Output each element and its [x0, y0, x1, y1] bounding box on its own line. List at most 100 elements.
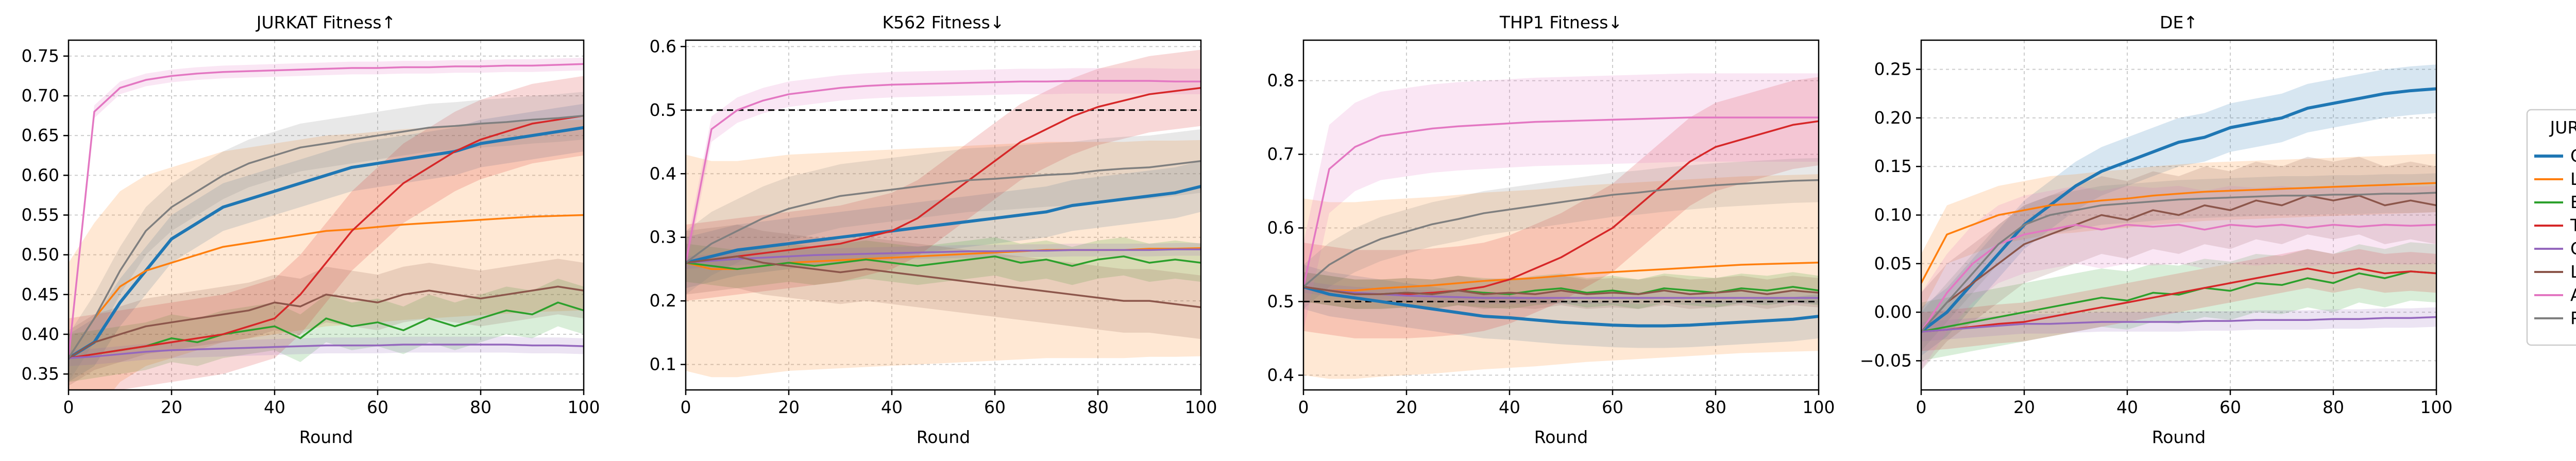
data-point-adalead: [93, 111, 95, 113]
data-point-pex: [1792, 180, 1794, 182]
data-point-adalead: [1637, 118, 1639, 120]
data-point-bo: [531, 313, 533, 315]
data-point-adalead: [2049, 229, 2051, 231]
data-point-adalead: [1483, 124, 1485, 126]
data-point-lag-ppo: [2229, 209, 2231, 211]
data-point-pex: [2281, 195, 2283, 197]
data-point-lag-ppo: [196, 317, 198, 319]
data-point-taco: [377, 206, 379, 208]
data-point-ours: [1534, 319, 1536, 321]
data-point-bo: [505, 310, 507, 312]
data-point-cma-es: [865, 253, 867, 255]
data-point-adalead: [1534, 121, 1536, 123]
data-point-taco: [119, 349, 121, 351]
data-point-cma-es: [93, 355, 95, 357]
data-point-ours: [736, 249, 738, 251]
data-point-taco: [2281, 272, 2283, 275]
data-point-cma-es: [1534, 297, 1536, 299]
data-point-bo: [1045, 259, 1047, 261]
data-point-ours: [1715, 322, 1717, 325]
data-point-cma-es: [377, 345, 379, 347]
data-point-adalead: [2281, 224, 2283, 226]
data-point-adalead: [2075, 224, 2077, 226]
data-point-taco: [1534, 267, 1536, 269]
data-point-cma-es: [1972, 327, 1974, 329]
data-point-cma-es: [736, 258, 738, 260]
data-point-log-barrier: [891, 257, 893, 259]
data-point-taco: [1586, 242, 1588, 244]
data-point-taco: [762, 252, 764, 254]
data-point-pex: [2229, 197, 2231, 199]
data-point-log-barrier: [1354, 289, 1356, 292]
data-point-cma-es: [480, 344, 482, 346]
legend-label-ours: Ours: [2570, 146, 2576, 166]
data-point-pex: [1483, 212, 1485, 214]
data-point-ours: [994, 217, 996, 219]
data-point-adalead: [2307, 227, 2309, 229]
data-point-pex: [1123, 167, 1125, 169]
data-point-cma-es: [1097, 249, 1099, 251]
data-point-pex: [557, 117, 559, 119]
data-point-taco: [1715, 146, 1717, 148]
data-point-bo: [1174, 259, 1176, 261]
data-point-adalead: [1020, 80, 1022, 82]
data-point-lag-ppo: [351, 298, 353, 300]
y-tick-label: 0.60: [22, 165, 59, 185]
data-point-pex: [1740, 183, 1742, 185]
data-point-ours: [1740, 321, 1742, 323]
data-point-bo: [865, 259, 867, 261]
y-tick-label: 0.3: [650, 227, 676, 247]
data-point-lag-ppo: [968, 281, 970, 283]
data-point-adalead: [2332, 224, 2334, 226]
data-point-bo: [402, 329, 404, 331]
data-point-bo: [171, 337, 173, 339]
data-point-pex: [1946, 301, 1948, 303]
data-point-ours: [865, 233, 867, 235]
data-point-lag-ppo: [942, 278, 944, 280]
x-axis-label: Round: [299, 427, 353, 447]
data-point-pex: [814, 201, 816, 203]
data-point-lag-ppo: [1972, 282, 1974, 284]
y-tick-label: 0.4: [1267, 365, 1294, 385]
band-adalead: [1303, 73, 1819, 331]
data-point-ours: [402, 158, 404, 160]
y-tick-label: 0.6: [1267, 218, 1294, 238]
data-point-bo: [710, 265, 713, 267]
data-point-adalead: [428, 66, 430, 68]
band-bo: [69, 278, 584, 382]
data-point-bo: [2384, 277, 2386, 279]
data-point-taco: [1560, 257, 1562, 259]
data-point-bo: [2281, 284, 2283, 286]
data-point-adalead: [1689, 116, 1691, 118]
data-point-cma-es: [2410, 317, 2412, 319]
data-point-adalead: [377, 67, 379, 69]
data-point-bo: [2126, 299, 2128, 301]
data-point-log-barrier: [2332, 186, 2334, 188]
data-point-cma-es: [1123, 249, 1125, 251]
data-point-lag-ppo: [762, 262, 764, 264]
data-point-log-barrier: [2023, 209, 2025, 211]
data-point-log-barrier: [2152, 195, 2154, 197]
legend-label-cma-es: CMA-ES: [2570, 238, 2576, 259]
data-point-adalead: [145, 79, 147, 81]
data-point-cma-es: [2023, 323, 2025, 325]
y-tick-label: 0.20: [1874, 108, 1912, 128]
data-point-pex: [2178, 198, 2180, 200]
data-point-bo: [248, 329, 250, 331]
x-tick-label: 100: [1185, 397, 1217, 417]
data-point-taco: [1123, 99, 1125, 101]
data-point-pex: [428, 127, 430, 129]
data-point-log-barrier: [2204, 191, 2206, 193]
data-point-cma-es: [762, 257, 764, 259]
data-point-pex: [196, 190, 198, 192]
data-point-cma-es: [557, 345, 559, 347]
data-point-pex: [1148, 166, 1150, 168]
data-point-lag-ppo: [1997, 263, 1999, 265]
data-point-bo: [1946, 326, 1948, 328]
data-point-adalead: [1174, 80, 1176, 82]
data-point-lag-ppo: [1509, 292, 1511, 294]
data-point-bo: [557, 301, 559, 303]
data-point-pex: [402, 130, 404, 132]
data-point-log-barrier: [2255, 189, 2257, 191]
chart-panel-2: 0 20 40 60 80 100 0.1 0.2 0.3 0.4 0.5 0.6 K562 Fitne…: [650, 12, 1217, 447]
